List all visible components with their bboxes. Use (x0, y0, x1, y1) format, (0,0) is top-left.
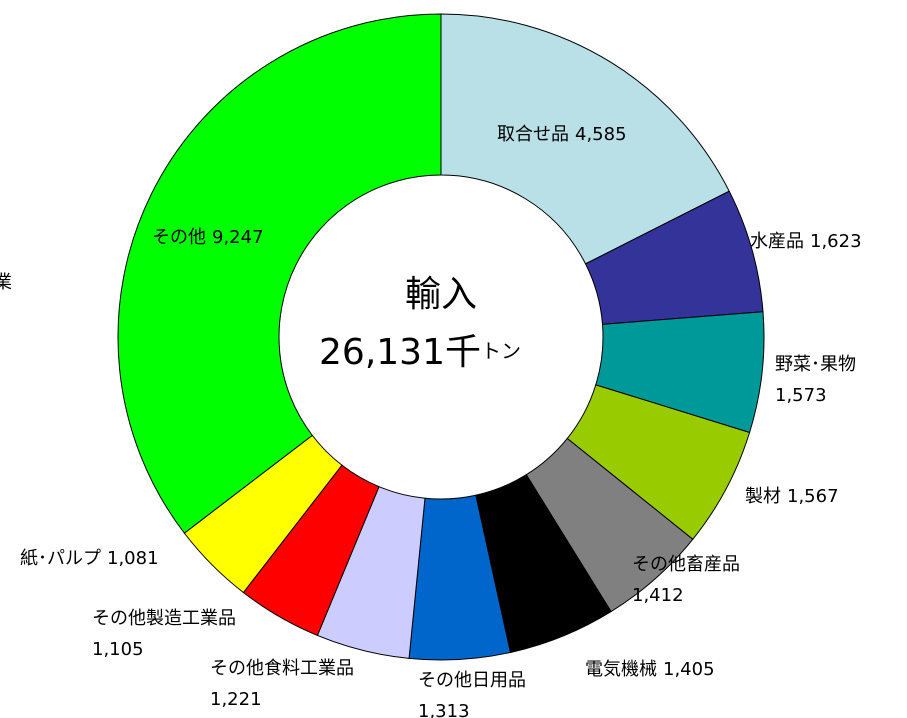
donut-slice (440, 13, 730, 265)
slice-label-group: 水産品 1,623 (750, 231, 862, 252)
value-label: 1,623 (810, 231, 862, 252)
donut-slice (117, 13, 442, 534)
value-label: 4,585 (575, 124, 627, 145)
slice-label-group: 電気機械 1,405 (585, 659, 715, 680)
slice-label-group: その他 9,247 (152, 227, 264, 248)
clipped-label: 業 (0, 272, 12, 293)
slice-label: その他日用品 (418, 670, 526, 691)
slice-label: 取合せ品 (497, 124, 569, 145)
slice-label: 紙･パルプ (20, 548, 101, 569)
value-label: 1,105 (92, 639, 144, 660)
slice-label: その他畜産品 (632, 554, 740, 575)
slice-label-group: 製材 1,567 (745, 486, 839, 507)
slice-label: 水産品 (750, 231, 804, 252)
slice-label: 製材 (745, 486, 781, 507)
slice-label-group: 紙･パルプ 1,081 (20, 548, 159, 569)
slice-label: その他 (152, 227, 206, 248)
slice-label: その他製造工業品 (92, 608, 236, 629)
value-label: 9,247 (212, 227, 264, 248)
value-label: 1,313 (418, 701, 470, 718)
value-label: 1,221 (210, 689, 262, 710)
slice-label: 電気機械 (585, 659, 657, 680)
center-value: 26,131千トン (319, 332, 521, 373)
slice-label: その他食料工業品 (210, 658, 354, 679)
value-label: 1,412 (632, 585, 684, 606)
value-label: 1,573 (775, 385, 827, 406)
slice-label-group: 取合せ品 4,585 (497, 124, 627, 145)
value-label: 1,081 (107, 548, 159, 569)
slice-label: 野菜･果物 (775, 354, 856, 375)
center-value-number: 26,131千 (319, 332, 481, 373)
value-label: 1,405 (663, 659, 715, 680)
center-title: 輸入 (405, 274, 477, 315)
center-unit: トン (481, 339, 521, 363)
value-label: 1,567 (787, 486, 839, 507)
